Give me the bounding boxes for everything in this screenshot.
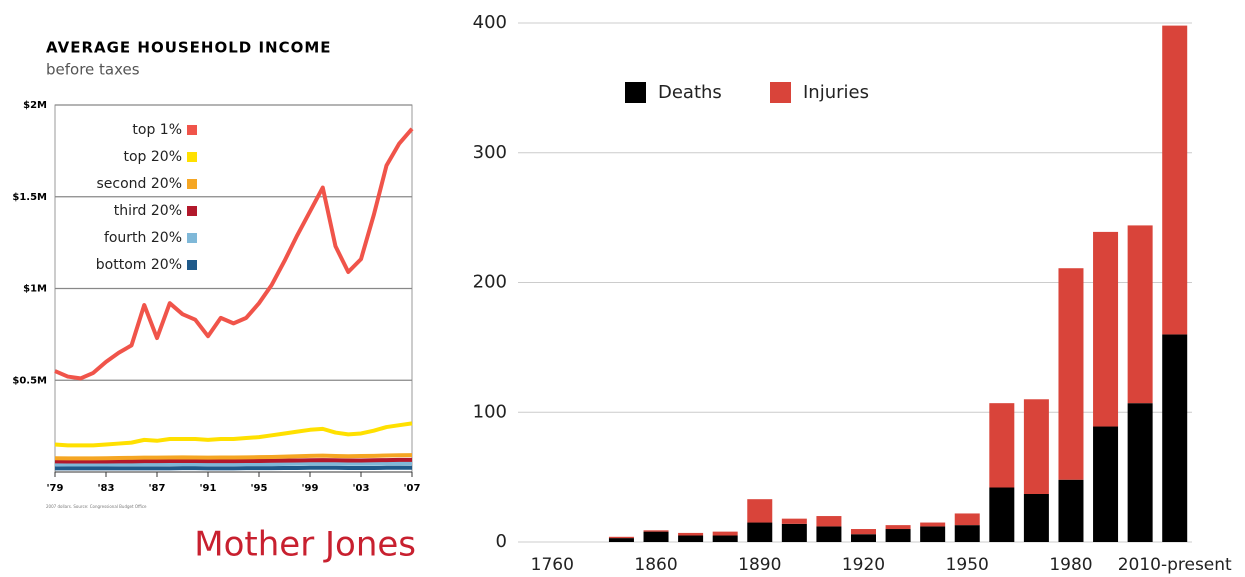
x-tick-label: '83 xyxy=(98,483,115,494)
bar-segment xyxy=(712,531,738,536)
x-tick-label: 1920 xyxy=(842,555,885,575)
bar-segment xyxy=(885,529,911,542)
bar-segment xyxy=(747,522,773,542)
legend-swatch xyxy=(187,152,197,162)
left-note: 2007 dollars. Source: Congressional Budg… xyxy=(46,504,147,509)
legend-label: top 20% xyxy=(123,149,182,165)
legend-label: fourth 20% xyxy=(104,230,182,246)
bar-segment xyxy=(608,536,634,539)
legend-label: top 1% xyxy=(132,122,182,138)
bar-segment xyxy=(1127,225,1153,404)
left-subtitle: before taxes xyxy=(46,61,140,79)
x-tick-label: 1760 xyxy=(531,555,574,575)
series-line xyxy=(54,421,413,448)
legend-label: Injuries xyxy=(803,82,869,103)
bar-segment xyxy=(989,403,1015,488)
y-tick-label: $1.5M xyxy=(12,192,47,203)
x-tick-label: '07 xyxy=(404,483,421,494)
series-line xyxy=(54,127,414,381)
bar-segment xyxy=(1127,403,1153,542)
x-tick-label: '87 xyxy=(149,483,166,494)
legend-swatch xyxy=(187,233,197,243)
bar-segment xyxy=(781,523,807,542)
x-tick-label: '03 xyxy=(353,483,370,494)
bar-segment xyxy=(643,531,669,542)
x-tick-label: 1950 xyxy=(946,555,989,575)
bar-segment xyxy=(1058,479,1084,542)
bar-segment xyxy=(816,526,842,542)
bar-segment xyxy=(608,538,634,542)
bar-segment xyxy=(885,525,911,530)
series-line xyxy=(54,461,413,467)
x-tick-label: '99 xyxy=(302,483,319,494)
bar-segment xyxy=(712,535,738,542)
bar-segment xyxy=(1093,426,1119,542)
bar-segment xyxy=(954,525,980,542)
series-line xyxy=(54,453,413,461)
bar-segment xyxy=(747,499,773,523)
x-tick-label: '91 xyxy=(200,483,217,494)
left-title: AVERAGE HOUSEHOLD INCOME xyxy=(46,39,332,57)
series-line xyxy=(55,465,412,471)
bar-segment xyxy=(989,487,1015,542)
legend-swatch xyxy=(625,82,646,103)
legend-swatch xyxy=(187,125,197,135)
bar-segment xyxy=(920,526,946,542)
series-line xyxy=(54,457,412,464)
legend-label: bottom 20% xyxy=(96,257,182,273)
bar-segment xyxy=(1023,493,1049,542)
bar-segment xyxy=(1162,25,1188,335)
y-tick-label: $2M xyxy=(23,100,47,111)
bar-segment xyxy=(851,534,876,542)
bar-segment xyxy=(1023,399,1049,494)
y-tick-label: 100 xyxy=(473,401,507,422)
x-tick-label: '95 xyxy=(251,483,268,494)
bar-segment xyxy=(678,535,704,542)
x-tick-label: 1890 xyxy=(738,555,781,575)
bar-segment xyxy=(1162,334,1188,542)
bar-segment xyxy=(643,530,669,532)
y-tick-label: 300 xyxy=(473,142,507,163)
y-tick-label: $0.5M xyxy=(12,375,47,386)
bar-segment xyxy=(1093,231,1119,427)
bar-segment xyxy=(678,532,704,536)
legend-label: Deaths xyxy=(658,82,722,103)
y-tick-label: 400 xyxy=(473,12,507,33)
x-tick-label: 1980 xyxy=(1049,555,1092,575)
bar-segment xyxy=(1058,268,1084,480)
y-tick-label: $1M xyxy=(23,284,47,295)
brand-logo: Mother Jones xyxy=(194,525,416,565)
legend-swatch xyxy=(187,206,197,216)
x-tick-label: 1860 xyxy=(634,555,677,575)
x-tick-label: '79 xyxy=(47,483,64,494)
legend-label: third 20% xyxy=(114,203,182,219)
legend-label: second 20% xyxy=(97,176,183,192)
bar-segment xyxy=(781,518,807,524)
bar-segment xyxy=(816,516,842,527)
y-tick-label: 200 xyxy=(473,272,507,293)
x-tick-label: 2010-present xyxy=(1118,555,1232,575)
legend-swatch xyxy=(187,179,197,189)
legend-swatch xyxy=(770,82,791,103)
bar-segment xyxy=(851,529,876,535)
bar-segment xyxy=(920,522,946,527)
y-tick-label: 0 xyxy=(496,531,507,552)
bar-segment xyxy=(954,513,980,526)
legend-swatch xyxy=(187,260,197,270)
